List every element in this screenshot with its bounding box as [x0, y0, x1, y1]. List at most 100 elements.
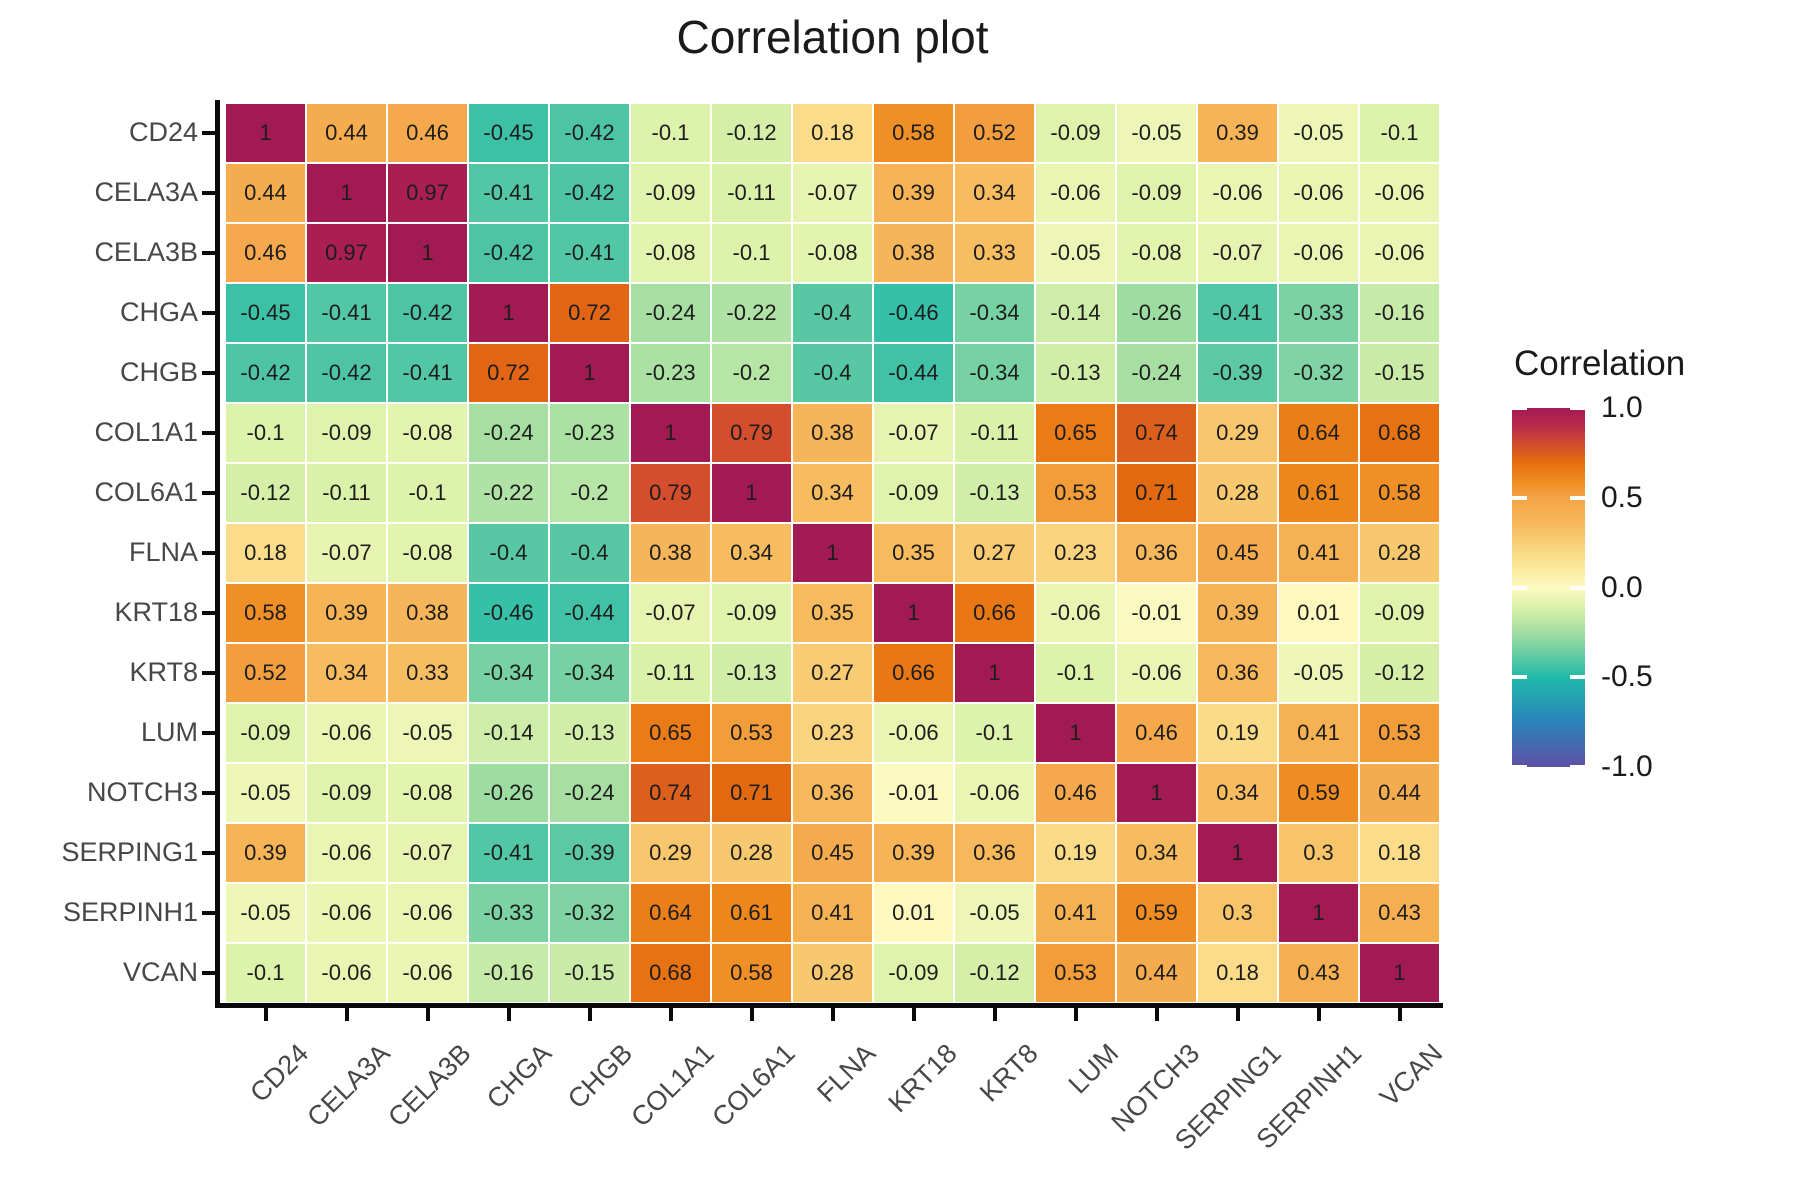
heatmap-cell: 0.3: [1197, 883, 1278, 943]
heatmap-cell: -0.08: [792, 223, 873, 283]
heatmap-cell: -0.06: [1197, 163, 1278, 223]
heatmap-cell: -0.46: [873, 283, 954, 343]
x-axis-label: CELA3B: [382, 1038, 477, 1133]
heatmap-cell: -0.12: [225, 463, 306, 523]
x-axis-tick: [506, 1008, 511, 1021]
heatmap-cell: -0.12: [1359, 643, 1440, 703]
y-axis-tick: [202, 491, 215, 495]
heatmap-cell: 0.46: [387, 103, 468, 163]
x-axis-tick: [1397, 1008, 1402, 1021]
y-axis-label: CD24: [128, 116, 198, 147]
heatmap-cell: 0.53: [1035, 943, 1116, 1003]
legend-tick-mark: [1570, 495, 1585, 500]
heatmap-cell: -0.06: [1278, 163, 1359, 223]
x-axis-label: CHGA: [481, 1038, 558, 1115]
heatmap-cell: -0.26: [1116, 283, 1197, 343]
heatmap-cell: 1: [1359, 943, 1440, 1003]
heatmap-cell: 0.18: [225, 523, 306, 583]
heatmap-cell: -0.09: [711, 583, 792, 643]
heatmap-cell: 1: [468, 283, 549, 343]
heatmap-cell: -0.09: [1359, 583, 1440, 643]
heatmap-cell: -0.14: [1035, 283, 1116, 343]
heatmap-cell: -0.08: [387, 403, 468, 463]
heatmap-cell: 0.97: [387, 163, 468, 223]
heatmap-cell: -0.06: [1035, 163, 1116, 223]
heatmap-cell: 0.58: [711, 943, 792, 1003]
heatmap-cell: -0.05: [225, 883, 306, 943]
heatmap-cell: -0.07: [306, 523, 387, 583]
heatmap-cell: -0.08: [630, 223, 711, 283]
heatmap-cell: -0.22: [711, 283, 792, 343]
legend-tick-mark: [1570, 585, 1585, 590]
heatmap-cell: 1: [1116, 763, 1197, 823]
heatmap-cell: -0.01: [873, 763, 954, 823]
heatmap-cell: -0.05: [1116, 103, 1197, 163]
heatmap-cell: -0.24: [1116, 343, 1197, 403]
heatmap-cell: -0.05: [225, 763, 306, 823]
heatmap-cell: 0.38: [387, 583, 468, 643]
heatmap-cell: 1: [954, 643, 1035, 703]
heatmap-cell: 1: [1278, 883, 1359, 943]
y-axis-tick: [202, 671, 215, 675]
heatmap-cell: 0.79: [711, 403, 792, 463]
heatmap-cell: 0.18: [1197, 943, 1278, 1003]
x-axis-label: CD24: [244, 1038, 315, 1109]
heatmap-cell: 0.27: [792, 643, 873, 703]
heatmap-cell: 1: [306, 163, 387, 223]
heatmap-cell: 0.36: [954, 823, 1035, 883]
heatmap-cell: 0.61: [711, 883, 792, 943]
y-axis-label: CHGA: [119, 296, 198, 327]
heatmap-cell: 0.59: [1116, 883, 1197, 943]
heatmap-cell: 0.45: [1197, 523, 1278, 583]
y-axis-tick: [202, 731, 215, 735]
y-axis-tick: [202, 311, 215, 315]
x-axis-line: [215, 1003, 1443, 1008]
y-axis-line: [215, 100, 220, 1008]
legend-tick-mark: [1512, 408, 1527, 410]
heatmap-cell: -0.08: [1116, 223, 1197, 283]
heatmap-cell: -0.09: [873, 463, 954, 523]
heatmap-cell: 0.33: [387, 643, 468, 703]
heatmap-cell: -0.41: [306, 283, 387, 343]
x-axis-label: FLNA: [811, 1038, 882, 1109]
heatmap-cell: 1: [387, 223, 468, 283]
heatmap-cell: -0.16: [1359, 283, 1440, 343]
heatmap-cell: -0.06: [1035, 583, 1116, 643]
heatmap-cell: -0.42: [387, 283, 468, 343]
x-axis-tick: [1235, 1008, 1240, 1021]
heatmap-cell: 0.38: [873, 223, 954, 283]
heatmap-cell: -0.23: [630, 343, 711, 403]
heatmap-cell: 0.35: [792, 583, 873, 643]
x-axis-label: LUM: [1063, 1038, 1125, 1100]
heatmap-cell: 0.66: [954, 583, 1035, 643]
legend-tick-mark: [1570, 408, 1585, 410]
heatmap-cell: -0.06: [306, 883, 387, 943]
heatmap-cell: -0.06: [387, 883, 468, 943]
heatmap-cell: 0.3: [1278, 823, 1359, 883]
heatmap-cell: 1: [711, 463, 792, 523]
heatmap-cell: 0.74: [630, 763, 711, 823]
heatmap-cell: -0.1: [954, 703, 1035, 763]
x-axis-tick: [344, 1008, 349, 1021]
heatmap-cell: -0.06: [306, 823, 387, 883]
heatmap-cell: -0.34: [549, 643, 630, 703]
heatmap-cell: 1: [1035, 703, 1116, 763]
heatmap-cell: 0.43: [1278, 943, 1359, 1003]
y-axis-label: SERPINH1: [62, 896, 198, 927]
heatmap-cell: 0.52: [954, 103, 1035, 163]
heatmap-cell: -0.13: [954, 463, 1035, 523]
heatmap-cell: -0.44: [549, 583, 630, 643]
heatmap-cell: 0.39: [306, 583, 387, 643]
x-axis-label: CHGB: [562, 1038, 639, 1115]
y-axis-label: NOTCH3: [86, 776, 198, 807]
heatmap-cell: -0.05: [387, 703, 468, 763]
heatmap-cell: -0.42: [225, 343, 306, 403]
heatmap-cell: -0.1: [225, 943, 306, 1003]
heatmap-cell: 0.41: [1278, 523, 1359, 583]
heatmap-cell: 0.38: [792, 403, 873, 463]
heatmap-cell: -0.07: [1197, 223, 1278, 283]
heatmap-cell: 0.74: [1116, 403, 1197, 463]
heatmap-cell: -0.41: [387, 343, 468, 403]
heatmap-cell: -0.1: [1359, 103, 1440, 163]
